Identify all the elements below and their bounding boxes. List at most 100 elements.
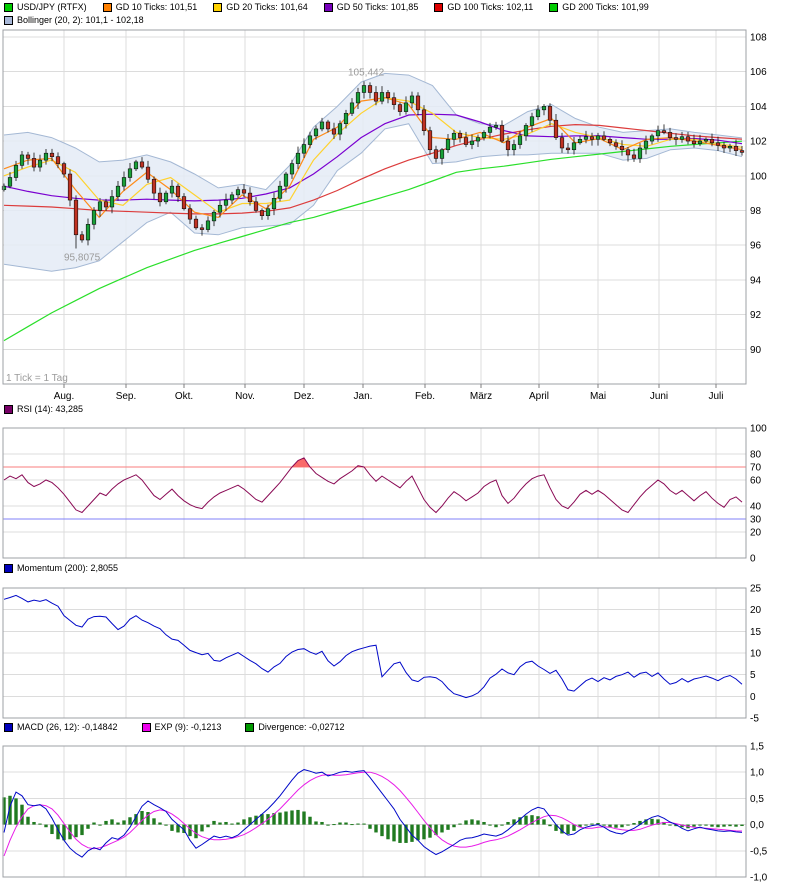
divergence-bar [710, 824, 714, 827]
candle-body [613, 142, 619, 147]
divergence-bar [728, 824, 732, 827]
candle-body [61, 163, 67, 175]
divergence-bar [176, 824, 180, 833]
candle-body [451, 132, 457, 140]
divergence-bar [26, 816, 30, 825]
candle-body [7, 177, 13, 187]
macd-panel-border [2, 745, 747, 878]
divergence-bar [506, 821, 510, 825]
candle-body [577, 139, 583, 144]
divergence-bar [560, 824, 564, 834]
candle-body [661, 130, 667, 133]
divergence-bar [110, 819, 114, 825]
divergence-bar [128, 817, 132, 825]
divergence-bar [566, 824, 570, 835]
divergence-bar [326, 824, 330, 826]
candle-body [25, 154, 31, 159]
candle-body [361, 85, 367, 93]
y-axis-tick-label: -0,5 [750, 846, 768, 857]
legend-label: GD 200 Ticks: 101,99 [562, 2, 649, 12]
candle-body [199, 227, 205, 230]
divergence-bar [668, 824, 672, 826]
candle-body [169, 185, 175, 194]
candle-body [43, 152, 49, 161]
legend-item-gd200: GD 200 Ticks: 101,99 [549, 2, 649, 12]
divergence-bar [410, 824, 414, 842]
legend-label: Divergence: -0,02712 [258, 722, 345, 732]
divergence-bar [716, 824, 720, 828]
divergence-swatch-icon [245, 722, 255, 732]
divergence-bar [62, 824, 66, 841]
candle-body [685, 136, 691, 142]
divergence-bar [404, 824, 408, 843]
candle-body [733, 145, 739, 151]
candle-body [271, 198, 277, 210]
divergence-bar [332, 824, 336, 826]
divergence-bar [518, 817, 522, 825]
gd50-swatch-icon [323, 2, 333, 12]
legend-label: USD/JPY (RTFX) [17, 2, 87, 12]
legend-main-row2: Bollinger (20, 2): 101,1 - 102,18 [4, 15, 144, 25]
y-axis-tick-label: 25 [750, 584, 762, 595]
candle-body [643, 140, 649, 149]
candle-body [121, 177, 127, 187]
divergence-bar [2, 797, 6, 825]
candle-body [559, 137, 565, 149]
candle-body [649, 135, 655, 142]
month-label: März [470, 391, 492, 402]
candle-body [391, 97, 397, 105]
candle-body [97, 201, 103, 211]
candle-body [655, 130, 661, 137]
candle-body [721, 145, 727, 149]
momentum-line [3, 594, 743, 699]
candle-body [511, 144, 517, 151]
candle-body [505, 140, 511, 151]
divergence-bar [104, 820, 108, 825]
candle-body [571, 142, 577, 151]
divergence-bar [620, 824, 624, 828]
gd50-line [3, 113, 743, 202]
legend-main-row1: USD/JPY (RTFX) GD 10 Ticks: 101,51 GD 20… [4, 2, 649, 12]
divergence-bar [656, 819, 660, 825]
legend-item-momentum: Momentum (200): 2,8055 [4, 563, 118, 573]
legend-item-bollinger: Bollinger (20, 2): 101,1 - 102,18 [4, 15, 144, 25]
candle-body [313, 128, 319, 137]
divergence-bar [392, 824, 396, 842]
divergence-bar [92, 822, 96, 825]
divergence-bar [446, 824, 450, 830]
divergence-bar [308, 816, 312, 825]
legend-label: GD 50 Ticks: 101,85 [336, 2, 419, 12]
candle-body [487, 126, 493, 133]
y-axis-tick-label: 60 [750, 476, 762, 487]
candle-body [229, 194, 235, 201]
divergence-bar [194, 824, 198, 839]
divergence-bar [512, 819, 516, 825]
legend-momentum: Momentum (200): 2,8055 [4, 563, 118, 573]
legend-item-usdjpy: USD/JPY (RTFX) [4, 2, 87, 12]
divergence-bar [536, 816, 540, 825]
divergence-bar [584, 824, 588, 826]
candle-body [151, 178, 157, 194]
divergence-bar [320, 821, 324, 825]
gd100-swatch-icon [434, 2, 444, 12]
candle-body [283, 173, 289, 187]
legend-item-gd100: GD 100 Ticks: 102,11 [434, 2, 533, 12]
legend-item-divergence: Divergence: -0,02712 [245, 722, 344, 732]
candle-body [307, 135, 313, 145]
candle-body [469, 140, 475, 145]
gd20-swatch-icon [213, 2, 223, 12]
divergence-bar [470, 819, 474, 825]
month-label: Sep. [116, 391, 137, 402]
divergence-bar [38, 823, 42, 825]
candle-body [127, 168, 133, 178]
bollinger-upper-line [3, 72, 743, 191]
divergence-bar [80, 824, 84, 836]
candle-body [397, 104, 403, 112]
exp-signal-line [3, 771, 743, 857]
candle-body [535, 109, 541, 118]
divergence-bar [302, 811, 306, 825]
divergence-bar [386, 824, 390, 840]
bollinger-swatch-icon [4, 15, 13, 25]
